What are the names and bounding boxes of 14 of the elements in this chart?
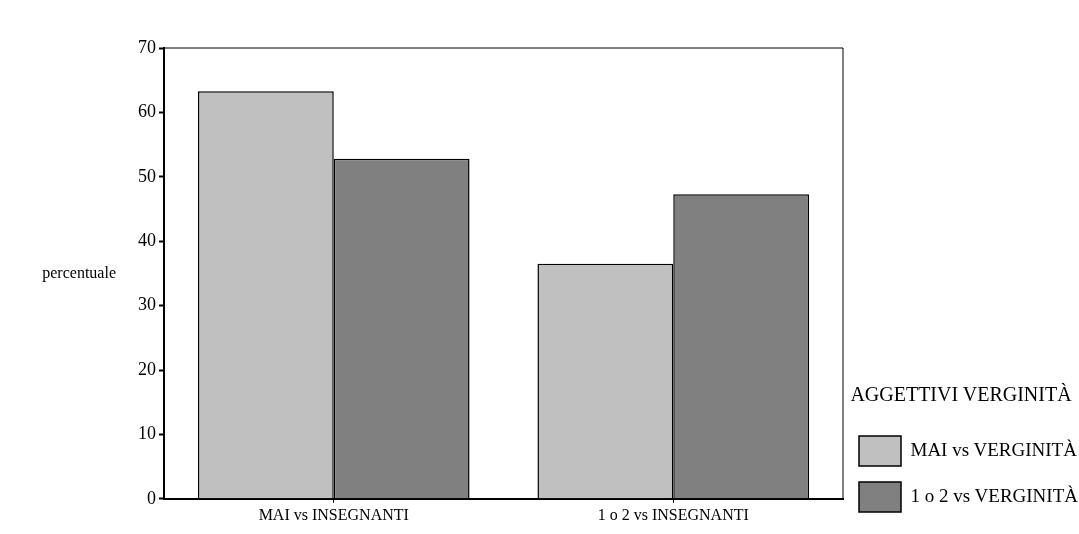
y-tick-label: 70 bbox=[138, 36, 156, 57]
legend-label: MAI vs VERGINITÀ bbox=[910, 438, 1078, 460]
legend-label: 1 o 2 vs VERGINITÀ bbox=[910, 484, 1079, 506]
y-tick-label: 60 bbox=[138, 101, 156, 122]
y-tick-label: 20 bbox=[138, 358, 156, 379]
y-tick-label: 50 bbox=[138, 165, 156, 186]
y-tick-label: 10 bbox=[138, 423, 156, 444]
y-tick-label: 30 bbox=[138, 294, 156, 315]
y-tick-label: 40 bbox=[138, 229, 156, 250]
y-axis-title: percentuale bbox=[42, 263, 116, 282]
x-tick-label: MAI vs INSEGNANTI bbox=[258, 505, 409, 523]
legend-title: AGGETTIVI VERGINITÀ bbox=[850, 383, 1073, 406]
x-tick-label: 1 o 2 vs INSEGNANTI bbox=[597, 505, 749, 523]
y-tick-label: 0 bbox=[147, 487, 156, 508]
